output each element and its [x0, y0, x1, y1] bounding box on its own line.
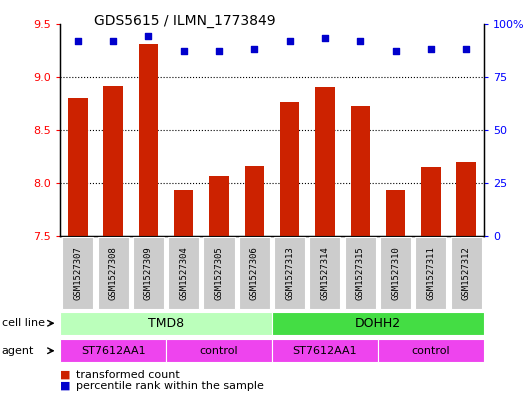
Bar	[386, 190, 405, 236]
Bar	[68, 98, 87, 236]
Point	[215, 48, 223, 54]
Point	[427, 46, 435, 52]
Bar	[98, 237, 129, 309]
Text: transformed count: transformed count	[76, 369, 179, 380]
Bar	[60, 312, 272, 335]
Bar	[272, 312, 484, 335]
Text: ■: ■	[60, 369, 71, 380]
Text: GDS5615 / ILMN_1773849: GDS5615 / ILMN_1773849	[94, 14, 276, 28]
Bar	[378, 339, 484, 362]
Bar	[272, 339, 378, 362]
Text: ■: ■	[60, 381, 71, 391]
Bar	[166, 339, 272, 362]
Bar	[62, 237, 93, 309]
Bar	[274, 237, 305, 309]
Text: TMD8: TMD8	[148, 317, 184, 330]
Text: GSM1527308: GSM1527308	[109, 246, 118, 300]
Text: percentile rank within the sample: percentile rank within the sample	[76, 381, 264, 391]
Text: GSM1527304: GSM1527304	[179, 246, 188, 300]
Bar	[457, 162, 476, 236]
Bar	[350, 107, 370, 236]
Text: GSM1527311: GSM1527311	[426, 246, 435, 300]
Text: GSM1527313: GSM1527313	[285, 246, 294, 300]
Bar	[415, 237, 446, 309]
Text: ST7612AA1: ST7612AA1	[292, 346, 357, 356]
Text: control: control	[412, 346, 450, 356]
Point	[356, 37, 365, 44]
Text: GSM1527305: GSM1527305	[214, 246, 223, 300]
Text: GSM1527310: GSM1527310	[391, 246, 400, 300]
Text: ST7612AA1: ST7612AA1	[81, 346, 145, 356]
Point	[179, 48, 188, 54]
Text: control: control	[200, 346, 238, 356]
Bar	[315, 87, 335, 236]
Bar	[380, 237, 411, 309]
Point	[286, 37, 294, 44]
Point	[462, 46, 470, 52]
Text: GSM1527315: GSM1527315	[356, 246, 365, 300]
Text: GSM1527309: GSM1527309	[144, 246, 153, 300]
Bar	[310, 237, 340, 309]
Text: cell line: cell line	[2, 318, 44, 328]
Bar	[139, 44, 158, 236]
Bar	[104, 86, 123, 236]
Text: GSM1527314: GSM1527314	[321, 246, 329, 300]
Bar	[203, 237, 234, 309]
Text: GSM1527312: GSM1527312	[462, 246, 471, 300]
Point	[391, 48, 400, 54]
Bar	[245, 166, 264, 236]
Bar	[60, 339, 166, 362]
Bar	[280, 102, 299, 236]
Bar	[174, 190, 194, 236]
Bar	[133, 237, 164, 309]
Point	[74, 37, 82, 44]
Bar	[239, 237, 270, 309]
Bar	[421, 167, 440, 236]
Bar	[451, 237, 482, 309]
Text: GSM1527307: GSM1527307	[73, 246, 82, 300]
Bar	[168, 237, 199, 309]
Point	[109, 37, 117, 44]
Point	[250, 46, 258, 52]
Text: GSM1527306: GSM1527306	[250, 246, 259, 300]
Text: DOHH2: DOHH2	[355, 317, 401, 330]
Bar	[209, 176, 229, 236]
Bar	[345, 237, 376, 309]
Text: agent: agent	[2, 346, 34, 356]
Point	[321, 35, 329, 42]
Point	[144, 33, 153, 39]
